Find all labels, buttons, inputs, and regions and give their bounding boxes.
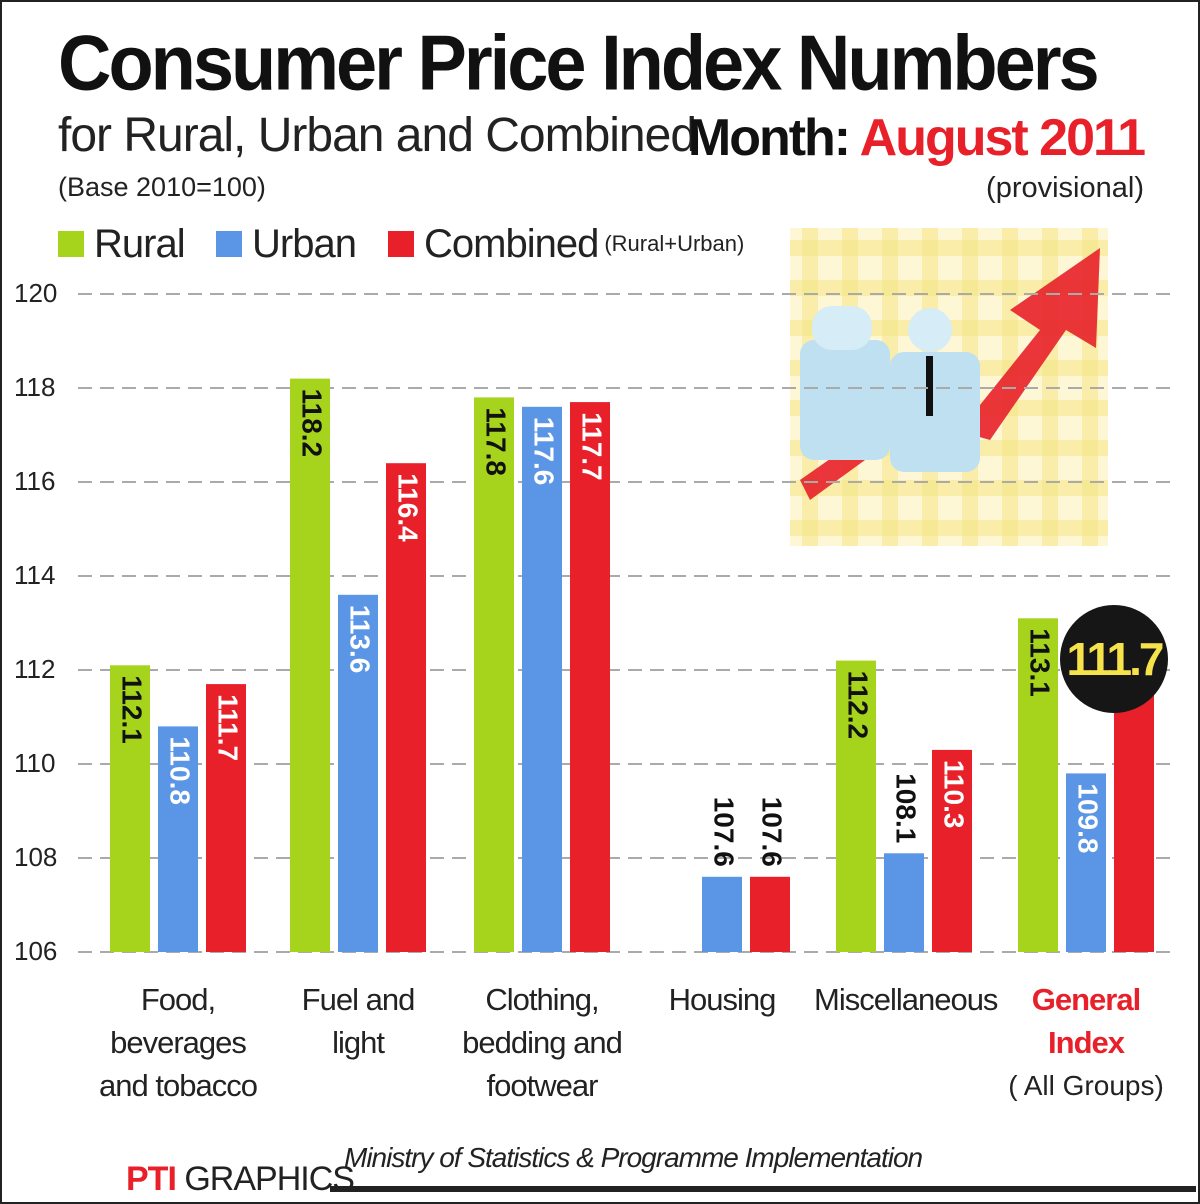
y-tick-label: 118 xyxy=(14,372,56,402)
category-label-line: Index xyxy=(1048,1025,1125,1060)
bar-rural xyxy=(290,378,330,953)
legend-label-rural: Rural xyxy=(94,221,186,266)
bar-value-label: 117.6 xyxy=(529,417,560,486)
bar-value-label: 111.7 xyxy=(213,694,244,761)
y-tick-label: 110 xyxy=(14,748,56,778)
category-label: Food, beverages and tobacco xyxy=(88,978,268,1107)
legend-label-combined: Combined xyxy=(424,221,599,266)
category-label-line: Clothing, xyxy=(485,982,599,1017)
bar-combined xyxy=(750,876,790,952)
legend-swatch-urban xyxy=(216,231,242,257)
legend-item-combined: Combined (Rural+Urban) xyxy=(388,222,744,266)
category-label: Fuel and light xyxy=(268,978,448,1064)
bar-combined xyxy=(206,684,246,952)
y-tick-label: 106 xyxy=(14,936,58,966)
legend-item-urban: Urban xyxy=(216,221,357,266)
bar-combined xyxy=(1114,684,1154,952)
legend-swatch-combined xyxy=(388,231,414,257)
bar-value-label: 110.8 xyxy=(165,736,196,805)
bar-rural xyxy=(836,660,876,952)
bar-value-label: 107.6 xyxy=(709,797,740,867)
bar-value-label: 110.3 xyxy=(939,760,970,829)
category-sublabel: ( All Groups) xyxy=(1008,1070,1164,1101)
footer-rule xyxy=(330,1186,1196,1192)
month-value: August 2011 xyxy=(859,109,1146,167)
category-label: Clothing, bedding and footwear xyxy=(452,978,632,1107)
category-label-line: Housing xyxy=(668,982,777,1017)
y-tick-label: 120 xyxy=(14,278,58,308)
bar-value-label: 117.7 xyxy=(577,412,608,481)
bar-value-label: 112.1 xyxy=(117,675,148,744)
bar-urban xyxy=(702,876,742,952)
category-label-line: footwear xyxy=(486,1068,599,1103)
bar-urban xyxy=(884,853,924,952)
category-label-line: General xyxy=(1031,982,1141,1017)
bar-combined xyxy=(570,402,610,953)
category-label-line: Food, xyxy=(140,982,216,1017)
month-label: Month: xyxy=(687,109,851,167)
bar-combined xyxy=(932,749,972,952)
y-tick-label: 112 xyxy=(14,654,56,684)
bar-value-label: 109.8 xyxy=(1073,783,1104,853)
category-label-line: Fuel and xyxy=(301,982,416,1017)
y-tick-label: 116 xyxy=(14,466,56,496)
bar-urban xyxy=(158,726,198,952)
category-label-line: bedding and xyxy=(462,1025,623,1060)
category-label: Miscellaneous xyxy=(814,978,998,1021)
category-label-line: beverages xyxy=(110,1025,247,1060)
bar-value-label: 108.1 xyxy=(891,773,922,843)
legend-swatch-rural xyxy=(58,231,84,257)
agency-credit: PTI GRAPHICS xyxy=(126,1160,355,1199)
source-credit: Ministry of Statistics & Programme Imple… xyxy=(344,1142,923,1173)
bar-urban xyxy=(522,406,562,952)
bar-urban xyxy=(338,594,378,952)
bar-rural xyxy=(110,665,150,952)
month-heading: Month: August 2011 xyxy=(687,108,1146,168)
bar-value-label: 112.2 xyxy=(843,671,874,740)
bar-value-label: 117.8 xyxy=(481,407,512,476)
bar-value-label: 113.6 xyxy=(345,605,376,674)
y-tick-label: 114 xyxy=(14,560,56,590)
bar-value-label: 107.6 xyxy=(757,797,788,867)
agency-credit-label: GRAPHICS xyxy=(184,1160,355,1198)
chart-title: Consumer Price Index Numbers xyxy=(58,19,1100,107)
legend-item-rural: Rural xyxy=(58,221,186,266)
category-label: General Index xyxy=(996,978,1176,1064)
bar-urban xyxy=(1066,773,1106,952)
category-label-line: and tobacco xyxy=(99,1068,258,1103)
bar-value-label: 113.1 xyxy=(1025,628,1056,697)
base-note: (Base 2010=100) xyxy=(58,172,266,202)
bar-combined xyxy=(386,463,426,952)
legend-label-urban: Urban xyxy=(252,221,357,266)
category-label-line: light xyxy=(332,1025,385,1060)
legend-note-combined: (Rural+Urban) xyxy=(604,231,745,256)
y-tick-label: 108 xyxy=(14,842,58,872)
provisional-note: (provisional) xyxy=(986,172,1144,204)
bar-value-label: 118.2 xyxy=(297,389,328,458)
category-label: Housing xyxy=(632,978,812,1021)
chart-subtitle: for Rural, Urban and Combined xyxy=(58,109,697,162)
bar-value-label: 116.4 xyxy=(393,473,424,542)
category-label-line: Miscellaneous xyxy=(814,982,998,1017)
general-index-combined-badge: 111.7 xyxy=(1060,605,1168,713)
agency-logo-text: PTI xyxy=(126,1160,177,1198)
bar-rural xyxy=(1018,618,1058,952)
bar-rural xyxy=(474,397,514,952)
